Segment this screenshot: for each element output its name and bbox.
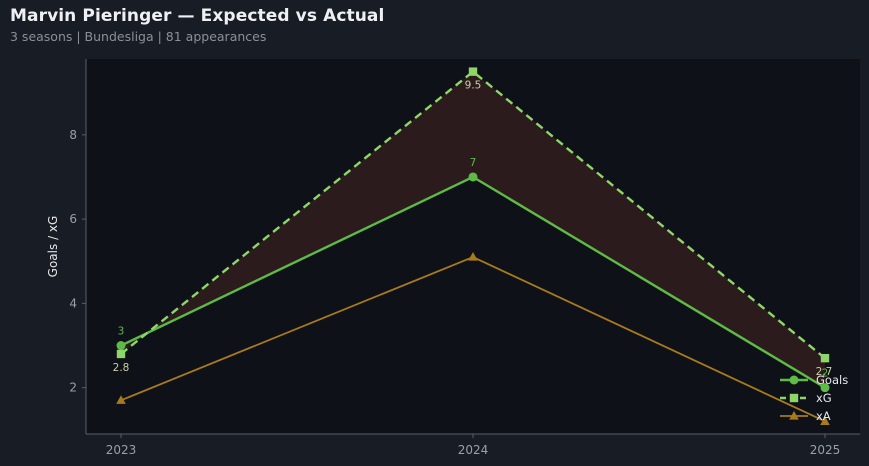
chart-subtitle: 3 seasons | Bundesliga | 81 appearances [10, 29, 267, 44]
chart-header: Marvin Pieringer — Expected vs Actual 3 … [10, 6, 384, 44]
series-goals [116, 172, 830, 393]
series-xa [116, 252, 830, 425]
y-tick-label: 4 [69, 296, 77, 310]
legend-label: xG [816, 391, 832, 405]
x-tick-label: 2025 [810, 443, 841, 457]
series-line-xg [120, 70, 826, 360]
xg-value-label: 2.8 [113, 362, 130, 374]
legend-swatch-marker [789, 375, 799, 385]
y-tick-label: 2 [69, 381, 77, 395]
xg-value-label: 2.7 [816, 366, 833, 378]
legend-swatch-marker [789, 393, 799, 403]
data-point-goals [116, 341, 126, 351]
data-point-xa [820, 416, 830, 425]
data-point-goals [468, 172, 478, 182]
gap-shaded-area [121, 71, 825, 388]
series-layer [116, 67, 830, 425]
legend-item-xg: xG [780, 391, 832, 405]
data-point-xa [116, 395, 126, 404]
data-point-xg [468, 67, 478, 76]
legend-label: xA [816, 409, 831, 423]
data-point-xg [820, 353, 830, 363]
legend-label: Goals [816, 373, 848, 387]
legend: Goals xG xA [780, 373, 848, 423]
data-labels: 3 7 2 2.8 9.5 2.7 [113, 80, 833, 380]
xg-value-label: 9.5 [465, 80, 482, 92]
gap-fill-layer [121, 71, 825, 388]
data-point-xg [116, 349, 126, 359]
goals-value-label: 3 [118, 326, 125, 338]
y-tick-label: 6 [69, 212, 77, 226]
chart-title: Marvin Pieringer — Expected vs Actual [10, 6, 385, 26]
series-xg [116, 67, 830, 363]
legend-item-goals: Goals [780, 373, 848, 387]
data-point-xa [468, 252, 478, 261]
x-tick-label: 2023 [106, 443, 137, 457]
x-tick-label: 2024 [458, 443, 489, 457]
legend-swatch-marker [789, 411, 799, 420]
goals-value-label: 2 [822, 368, 829, 380]
axes: 2 4 6 8 2023 2024 2025 Goals / xG [46, 59, 860, 457]
legend-item-xa: xA [780, 409, 831, 423]
y-tick-label: 8 [69, 128, 77, 142]
y-axis-title: Goals / xG [46, 216, 60, 278]
data-point-goals [820, 383, 830, 393]
goals-value-label: 7 [470, 157, 477, 169]
